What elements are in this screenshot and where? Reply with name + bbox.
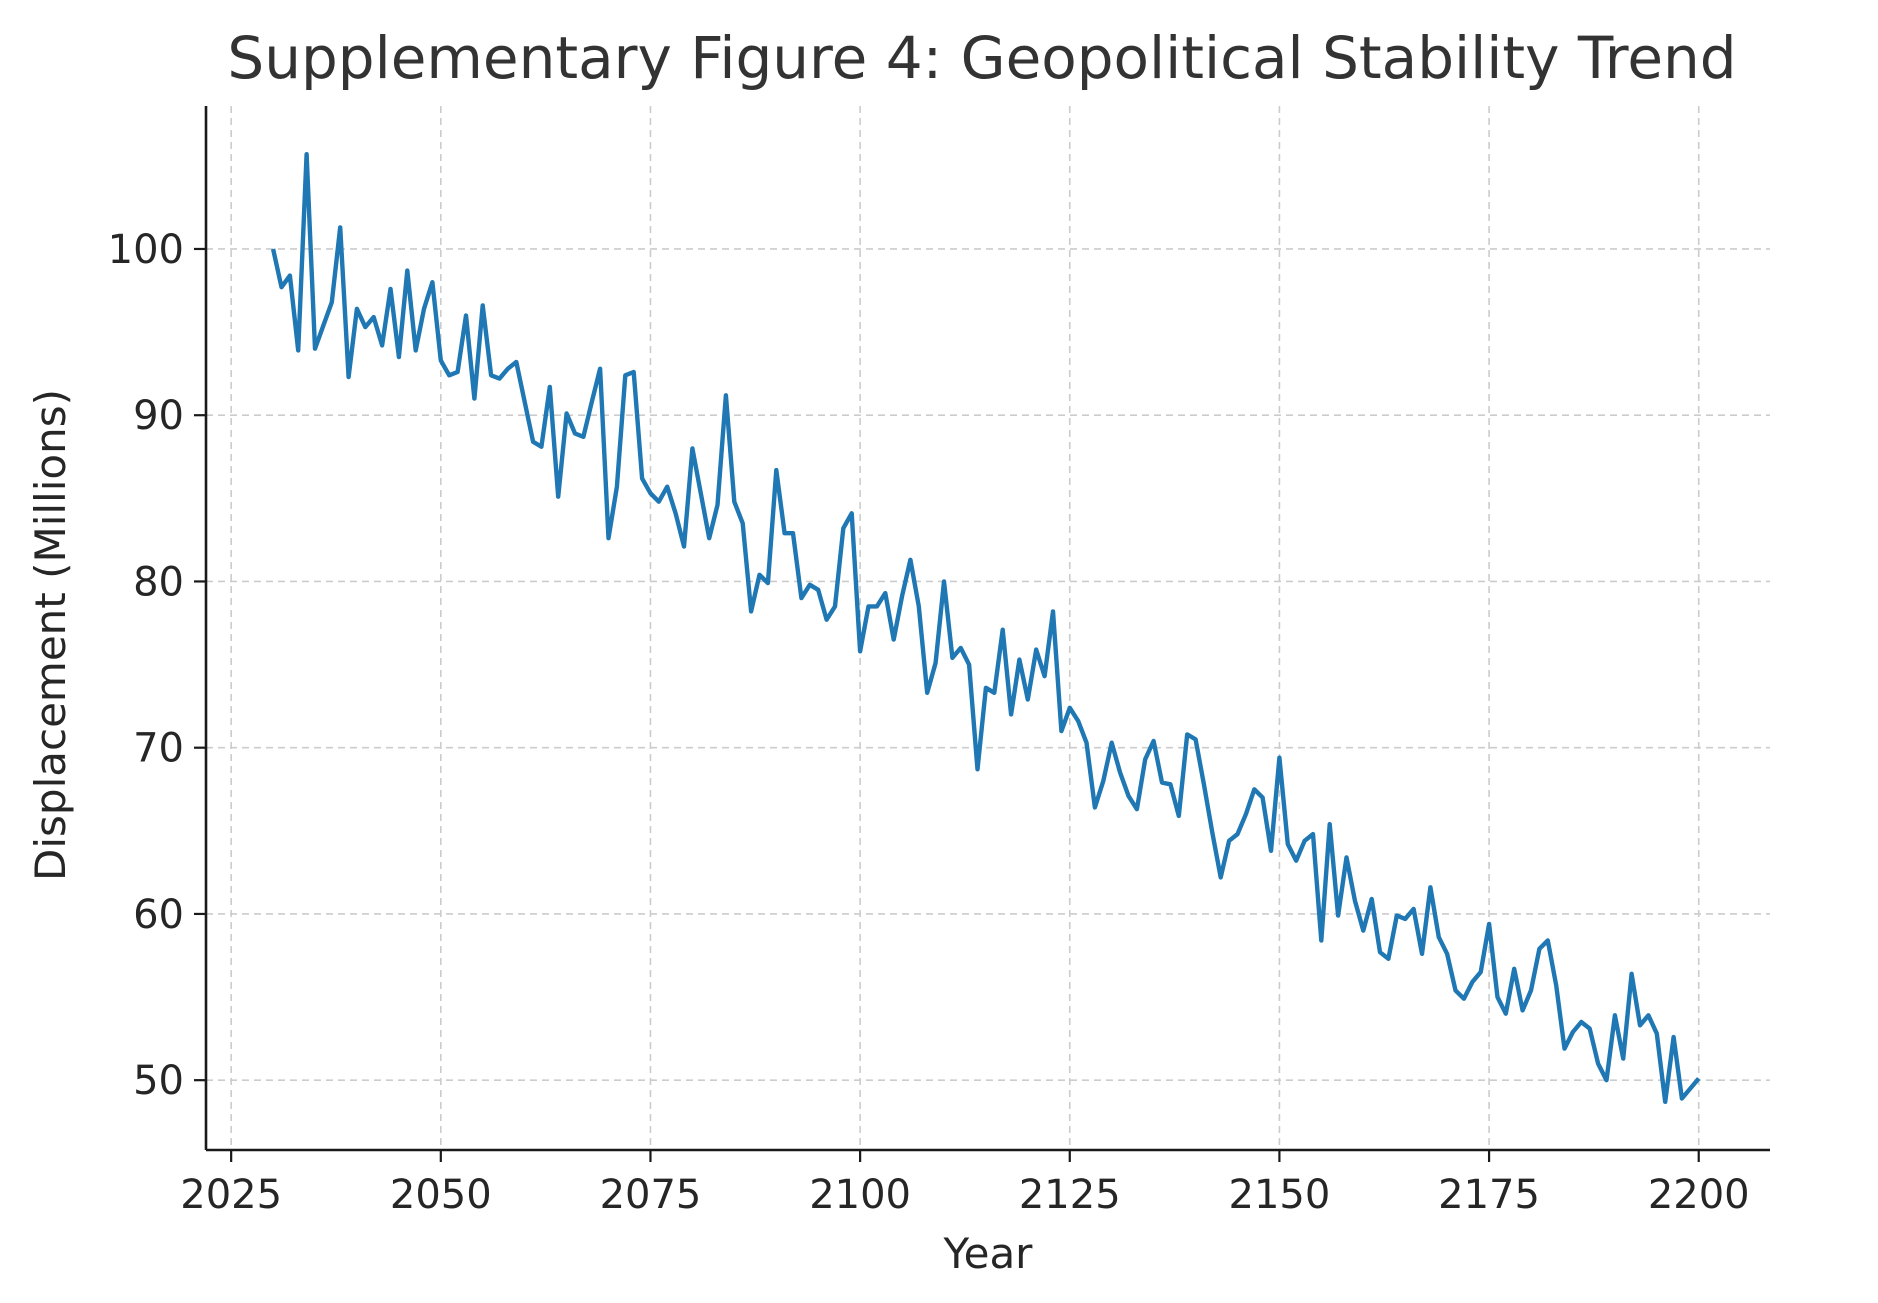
grid bbox=[206, 106, 1770, 1150]
x-tick-label: 2125 bbox=[1019, 1172, 1121, 1218]
x-tick-label: 2100 bbox=[809, 1172, 911, 1218]
y-tick-label: 70 bbox=[133, 726, 184, 772]
x-axis-label: Year bbox=[943, 1229, 1034, 1278]
x-tick-label: 2150 bbox=[1229, 1172, 1331, 1218]
x-axis-ticks: 2025 2050 2075 2100 2125 2150 2175 2200 bbox=[180, 1150, 1750, 1218]
x-tick-label: 2025 bbox=[180, 1172, 282, 1218]
series-line bbox=[270, 151, 1701, 1105]
y-axis-label: Displacement (Millions) bbox=[26, 389, 75, 881]
y-tick-label: 60 bbox=[133, 892, 184, 938]
x-tick-label: 2175 bbox=[1438, 1172, 1540, 1218]
x-tick-label: 2050 bbox=[390, 1172, 492, 1218]
x-tick-label: 2075 bbox=[600, 1172, 702, 1218]
x-tick-label: 2200 bbox=[1648, 1172, 1750, 1218]
y-tick-label: 90 bbox=[133, 393, 184, 439]
y-axis-ticks: 50 60 70 80 90 100 bbox=[108, 227, 206, 1104]
chart-title: Supplementary Figure 4: Geopolitical Sta… bbox=[227, 24, 1736, 92]
y-tick-label: 50 bbox=[133, 1058, 184, 1104]
axes bbox=[204, 106, 1770, 1152]
y-tick-label: 80 bbox=[133, 559, 184, 605]
y-tick-label: 100 bbox=[108, 227, 184, 273]
plot-area bbox=[270, 151, 1701, 1105]
